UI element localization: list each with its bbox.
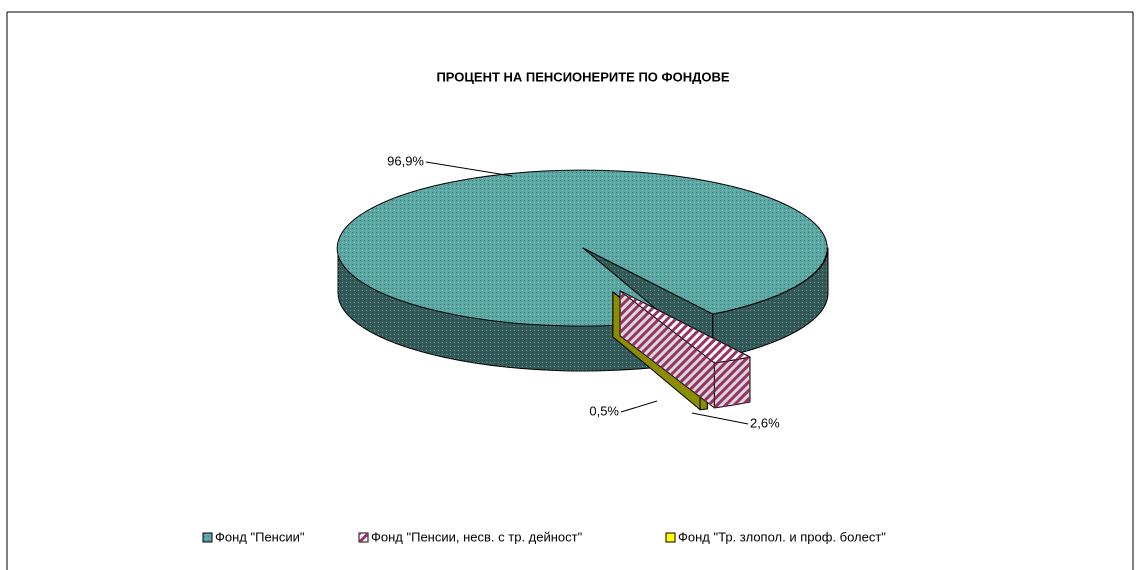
frame [6, 11, 1134, 570]
chart-title: ПРОЦЕНТ НА ПЕНСИОНЕРИТЕ ПО ФОНДОВЕ [436, 69, 729, 84]
slice-side [713, 356, 751, 409]
legend-swatch-texture [203, 533, 212, 542]
legend-swatch-texture [359, 533, 368, 542]
data-label: 96,9% [387, 153, 424, 168]
leader-line [620, 400, 658, 413]
legend-swatch [665, 532, 676, 543]
leader-line [425, 161, 513, 177]
slice-top [336, 169, 828, 327]
leader-line [691, 412, 749, 425]
data-label: 0,5% [589, 403, 619, 418]
data-label: 2,6% [750, 415, 780, 430]
legend-label: Фонд "Пенсии" [215, 529, 305, 544]
legend-label: Фонд "Пенсии, несв. с тр. дейност" [371, 529, 583, 544]
legend-label: Фонд "Тр. злопол. и проф. болест" [678, 529, 886, 544]
